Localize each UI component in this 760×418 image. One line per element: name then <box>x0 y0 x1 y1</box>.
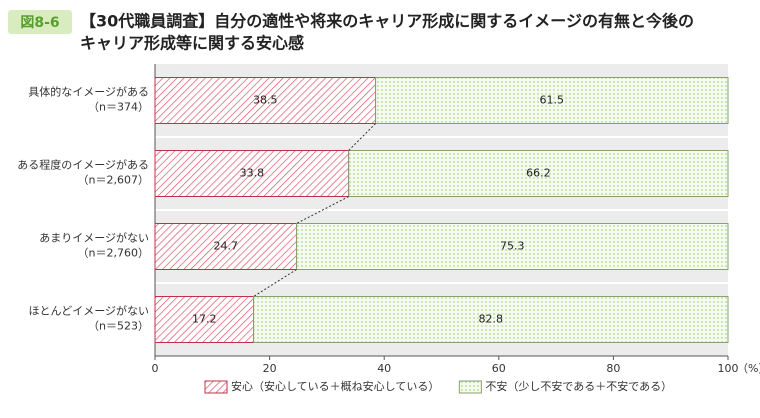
y-tick-count: （n＝374） <box>88 101 149 114</box>
x-tick-label: 40 <box>377 362 391 375</box>
bar-segment <box>375 77 729 124</box>
value-label: 75.3 <box>500 240 525 253</box>
y-tick-label: ある程度のイメージがある <box>17 158 149 172</box>
value-label: 33.8 <box>240 167 265 180</box>
connector <box>296 196 349 224</box>
connector <box>253 269 297 297</box>
x-tick-label: 80 <box>606 362 620 375</box>
bar-segment <box>253 296 729 343</box>
bar-segment <box>296 223 729 270</box>
x-axis-label: （%） <box>737 362 760 375</box>
y-tick-label: あまりイメージがない <box>39 231 149 245</box>
y-tick-count: （n＝523） <box>88 320 149 333</box>
value-label: 38.5 <box>253 94 278 107</box>
y-tick-label: ほとんどイメージがない <box>29 304 149 318</box>
bar-segment <box>348 150 729 197</box>
legend-label: 不安（少し不安である＋不安である） <box>485 379 672 393</box>
value-label: 66.2 <box>526 167 551 180</box>
x-tick-label: 100 <box>718 362 739 375</box>
value-label: 17.2 <box>192 313 217 326</box>
y-tick-count: （n＝2,607） <box>78 174 149 187</box>
bar-segment <box>154 150 350 197</box>
chart-title: キャリア形成等に関する安心感 <box>80 34 304 53</box>
legend-swatch <box>204 380 228 394</box>
value-label: 61.5 <box>540 94 565 107</box>
x-tick-label: 0 <box>152 362 159 375</box>
y-tick-label: 具体的なイメージがある <box>28 85 149 99</box>
bar-segment <box>154 77 377 124</box>
y-tick-count: （n＝2,760） <box>78 247 149 260</box>
legend-label: 安心（安心している＋概ね安心している） <box>231 379 439 393</box>
value-label: 82.8 <box>479 313 504 326</box>
legend-swatch <box>458 380 482 394</box>
bar-segment <box>154 296 255 343</box>
value-label: 24.7 <box>214 240 239 253</box>
x-tick-label: 20 <box>263 362 277 375</box>
chart-title: 【30代職員調査】自分の適性や将来のキャリア形成に関するイメージの有無と今後の <box>80 12 694 31</box>
figure-label: 図8-6 <box>20 15 59 31</box>
figure-badge <box>8 10 72 34</box>
x-tick-label: 60 <box>492 362 506 375</box>
